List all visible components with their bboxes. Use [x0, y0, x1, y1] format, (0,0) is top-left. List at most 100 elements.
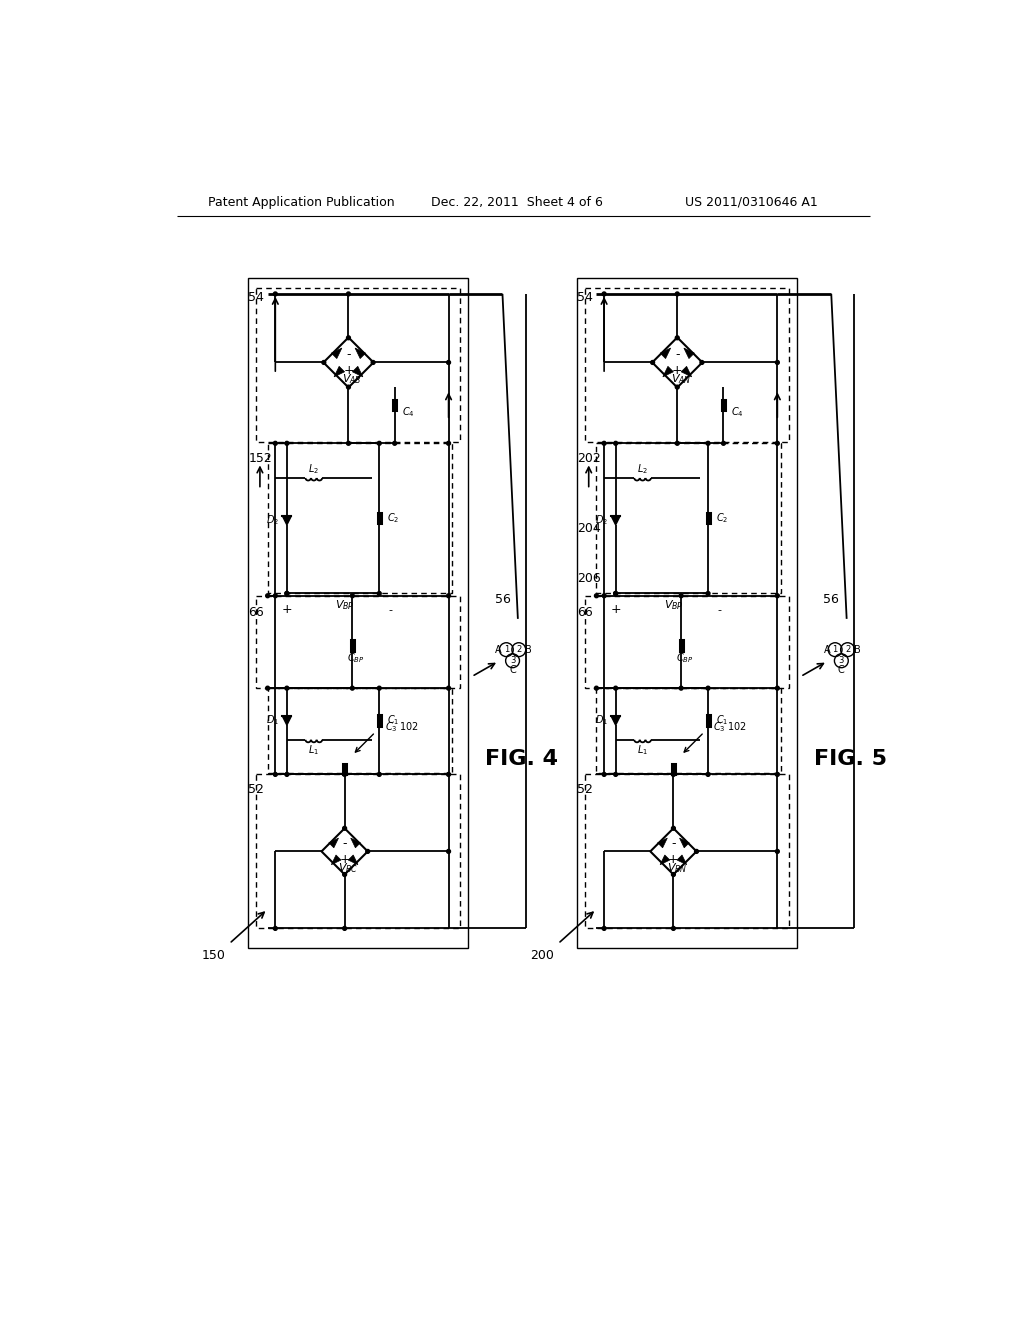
Text: +: +: [672, 363, 683, 376]
Text: B: B: [854, 644, 860, 655]
Text: 1: 1: [504, 645, 509, 655]
Circle shape: [322, 360, 326, 364]
Circle shape: [343, 927, 346, 931]
Circle shape: [602, 927, 606, 931]
Text: A: A: [495, 644, 502, 655]
Text: $C_4$: $C_4$: [731, 405, 743, 420]
Circle shape: [285, 441, 289, 445]
Text: 54: 54: [249, 290, 264, 304]
Text: 66: 66: [249, 606, 264, 619]
Circle shape: [273, 441, 278, 445]
Circle shape: [350, 594, 354, 598]
Text: C: C: [509, 665, 516, 676]
Circle shape: [350, 686, 354, 690]
Circle shape: [343, 772, 346, 776]
Text: 2: 2: [845, 645, 850, 655]
Circle shape: [650, 360, 654, 364]
Circle shape: [343, 826, 346, 830]
Bar: [585, 288, 788, 442]
Circle shape: [672, 927, 676, 931]
Text: 54: 54: [578, 290, 593, 304]
Circle shape: [273, 927, 278, 931]
Circle shape: [378, 441, 381, 445]
Text: -: -: [346, 348, 350, 362]
Circle shape: [679, 594, 683, 598]
Text: $D_1$: $D_1$: [266, 714, 280, 727]
Circle shape: [285, 686, 289, 690]
Text: 52: 52: [578, 783, 593, 796]
Text: FIG. 5: FIG. 5: [814, 748, 887, 770]
Text: C: C: [838, 665, 845, 676]
Polygon shape: [677, 855, 687, 865]
Text: $C_{BP}$: $C_{BP}$: [676, 651, 693, 665]
Circle shape: [446, 360, 451, 364]
Text: 52: 52: [249, 783, 264, 796]
Polygon shape: [355, 348, 366, 359]
Text: $L_1$: $L_1$: [308, 743, 319, 756]
Circle shape: [707, 441, 710, 445]
Polygon shape: [680, 838, 689, 847]
Text: $V_{{BC}}$: $V_{{BC}}$: [338, 862, 358, 875]
Circle shape: [707, 772, 710, 776]
Text: 202: 202: [578, 453, 601, 465]
Text: $C_{BP}$: $C_{BP}$: [347, 651, 365, 665]
Text: $C_1$: $C_1$: [387, 714, 399, 727]
Text: $C_3$ 102: $C_3$ 102: [714, 719, 748, 734]
Bar: [256, 595, 460, 688]
Text: $C_2$: $C_2$: [716, 511, 728, 525]
Circle shape: [343, 873, 346, 876]
Circle shape: [602, 772, 606, 776]
Bar: [256, 775, 460, 928]
Polygon shape: [684, 348, 694, 359]
Text: $L_2$: $L_2$: [308, 462, 319, 475]
Circle shape: [602, 292, 606, 296]
Bar: [596, 688, 781, 774]
Circle shape: [672, 826, 676, 830]
Circle shape: [446, 594, 451, 598]
Circle shape: [446, 772, 451, 776]
Text: 150: 150: [202, 949, 225, 962]
Polygon shape: [657, 838, 668, 847]
Text: -: -: [675, 348, 680, 362]
Text: -: -: [718, 605, 722, 615]
Bar: [585, 775, 788, 928]
Text: Patent Application Publication: Patent Application Publication: [208, 195, 394, 209]
Text: B: B: [525, 644, 531, 655]
Circle shape: [613, 591, 617, 595]
Circle shape: [285, 772, 289, 776]
Text: $V_{BP}$: $V_{BP}$: [335, 598, 354, 612]
Circle shape: [273, 772, 278, 776]
Circle shape: [602, 441, 606, 445]
Bar: [256, 288, 460, 442]
Circle shape: [378, 591, 381, 595]
Text: 1: 1: [833, 645, 838, 655]
Text: 56: 56: [823, 593, 840, 606]
Circle shape: [676, 335, 679, 339]
Polygon shape: [611, 516, 621, 525]
Text: 56: 56: [495, 593, 510, 606]
Text: $V_{{BN}}$: $V_{{BN}}$: [667, 862, 687, 875]
Circle shape: [366, 850, 370, 853]
Text: US 2011/0310646 A1: US 2011/0310646 A1: [685, 195, 818, 209]
Circle shape: [378, 686, 381, 690]
Circle shape: [346, 441, 350, 445]
Polygon shape: [332, 855, 341, 865]
Circle shape: [595, 594, 598, 598]
Text: -: -: [389, 605, 393, 615]
Text: $D_1$: $D_1$: [595, 714, 608, 727]
Circle shape: [446, 686, 451, 690]
Bar: [585, 595, 788, 688]
Text: -: -: [342, 837, 347, 850]
Polygon shape: [351, 838, 360, 847]
Polygon shape: [334, 367, 345, 376]
Circle shape: [285, 591, 289, 595]
Circle shape: [694, 850, 698, 853]
Polygon shape: [283, 715, 292, 725]
Circle shape: [595, 686, 598, 690]
Circle shape: [707, 686, 710, 690]
Text: +: +: [282, 603, 292, 616]
Text: $C_1$: $C_1$: [716, 714, 728, 727]
Circle shape: [602, 594, 606, 598]
Circle shape: [446, 850, 451, 853]
Text: 3: 3: [510, 656, 515, 665]
